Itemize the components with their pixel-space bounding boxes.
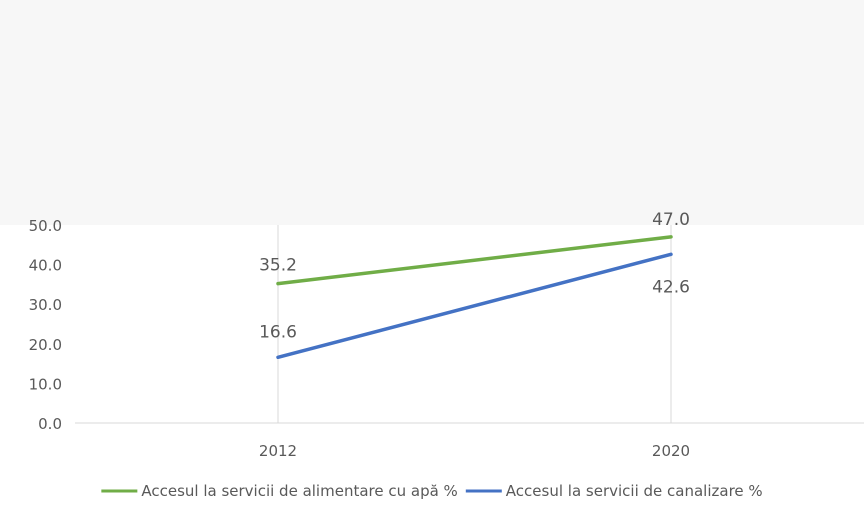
y-tick-label: 40.0 xyxy=(29,257,62,275)
data-label-1-0: 16.6 xyxy=(259,322,297,342)
plot-area-shade xyxy=(0,0,864,225)
x-tick-label-2020: 2020 xyxy=(652,442,690,460)
legend-label-1: Accesul la servicii de canalizare % xyxy=(506,482,763,500)
data-label-1-1: 42.6 xyxy=(652,277,690,297)
legend-item-0: Accesul la servicii de alimentare cu apă… xyxy=(101,482,457,500)
y-tick-label: 30.0 xyxy=(29,296,62,314)
data-label-0-0: 35.2 xyxy=(259,256,297,276)
y-tick-label: 20.0 xyxy=(29,336,62,354)
y-tick-label: 10.0 xyxy=(29,375,62,393)
y-tick-label: 0.0 xyxy=(38,415,62,433)
data-label-0-1: 47.0 xyxy=(652,210,690,230)
x-tick-label-2012: 2012 xyxy=(259,442,297,460)
y-tick-label: 50.0 xyxy=(29,217,62,235)
legend: Accesul la servicii de alimentare cu apă… xyxy=(101,482,762,500)
legend-item-1: Accesul la servicii de canalizare % xyxy=(466,482,763,500)
legend-label-0: Accesul la servicii de alimentare cu apă… xyxy=(141,482,457,500)
